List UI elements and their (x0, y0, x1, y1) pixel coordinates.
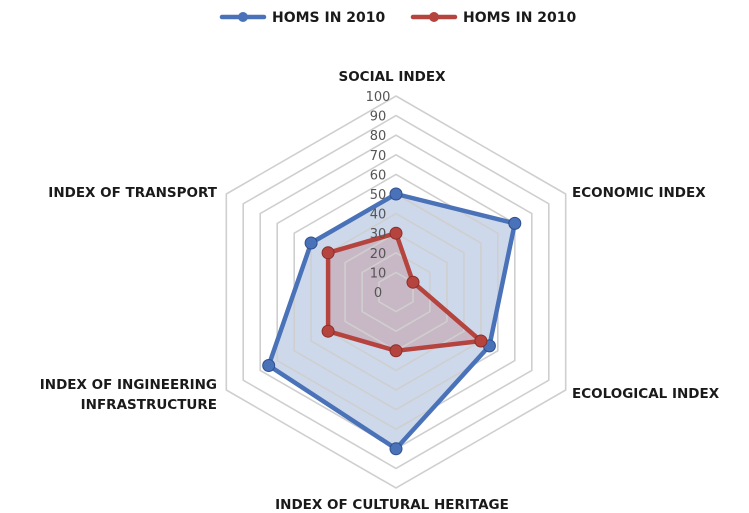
series-1-point-4 (389, 442, 403, 456)
axis-label-3-line-1: ECOLOGICAL INDEX (572, 386, 720, 402)
series-2-point-6 (321, 246, 335, 260)
axis-label-1: SOCIAL INDEX (338, 69, 446, 85)
tick-label-50: 50 (370, 188, 387, 203)
series-2-point-4 (389, 344, 403, 358)
legend-label-2: HOMS IN 2010 (463, 10, 577, 26)
series-1-point-2 (508, 216, 522, 230)
text-layer: 0 10 20 30 40 50 60 70 80 90 100 SOCIAL INDEX ECONOM… (40, 69, 720, 513)
axis-label-4: INDEX OF CULTURAL HERITAGE (275, 497, 509, 513)
grid-ring-20 (361, 251, 431, 333)
series-2-point-1 (389, 226, 403, 240)
series-2-point-2 (406, 275, 420, 289)
legend-swatch-marker-2 (429, 12, 439, 22)
axis-label-2: ECONOMIC INDEX (572, 185, 706, 201)
axis-label-5-line-2: INFRASTRUCTURE (81, 397, 217, 413)
tick-label-10: 10 (370, 266, 387, 281)
axis-label-2-line-1: ECONOMIC INDEX (572, 185, 706, 201)
axis-label-5-line-1: INDEX OF INGINEERING (40, 377, 217, 393)
tick-label-0: 0 (374, 286, 382, 301)
axis-label-5: INDEX OF INGINEERING INFRASTRUCTURE (40, 377, 217, 413)
axis-label-6: INDEX OF TRANSPORT (48, 185, 217, 201)
tick-label-70: 70 (370, 149, 387, 164)
tick-label-30: 30 (370, 227, 387, 242)
series-2-point-3 (474, 334, 488, 348)
axis-label-4-line-1: INDEX OF CULTURAL HERITAGE (275, 497, 509, 513)
tick-label-100: 100 (366, 90, 391, 105)
axis-label-3: ECOLOGICAL INDEX (572, 386, 720, 402)
legend-label-1: HOMS IN 2010 (272, 10, 386, 26)
axis-label-6-line-1: INDEX OF TRANSPORT (48, 185, 217, 201)
grid-ring-90 (242, 114, 550, 470)
series-2-area (328, 233, 481, 351)
series-1-point-5 (262, 359, 276, 372)
legend-swatch-marker-1 (238, 12, 248, 22)
tick-label-80: 80 (370, 129, 387, 144)
tick-label-60: 60 (370, 168, 387, 183)
tick-label-40: 40 (370, 208, 387, 223)
tick-label-90: 90 (370, 110, 387, 125)
series-2-point-5 (321, 324, 335, 338)
series-line-layer (262, 187, 522, 456)
tick-label-20: 20 (370, 247, 387, 262)
grid-ring-100 (225, 95, 567, 489)
legend: HOMS IN 2010 HOMS IN 2010 (219, 10, 577, 26)
series-1-point-1 (389, 187, 403, 201)
grid-ring-60 (293, 173, 499, 411)
series-1-point-6 (304, 236, 318, 250)
axis-label-1-line-1: SOCIAL INDEX (338, 69, 446, 85)
